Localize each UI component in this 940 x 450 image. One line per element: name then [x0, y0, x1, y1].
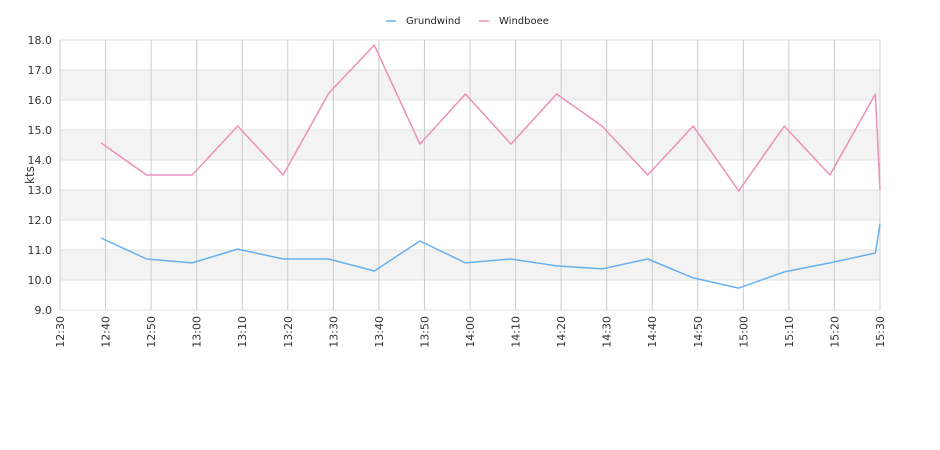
y-tick-label: 11.0 — [28, 244, 53, 257]
y-axis-title: kts — [23, 166, 37, 184]
x-tick-label: 12:40 — [100, 316, 113, 348]
x-tick-label: 14:00 — [464, 316, 477, 348]
x-tick-label: 15:30 — [874, 316, 887, 348]
x-gridlines — [59, 40, 881, 310]
x-tick-label: 14:50 — [692, 316, 705, 348]
y-tick-label: 12.0 — [28, 214, 53, 227]
series-lines — [100, 44, 881, 289]
x-tick-label: 13:40 — [373, 316, 386, 348]
legend-label-grundwind: Grundwind — [406, 16, 461, 27]
y-tick-label: 13.0 — [28, 184, 53, 197]
series-line-windboee — [100, 44, 881, 192]
y-tick-label: 16.0 — [28, 94, 53, 107]
legend-label-windboee: Windboee — [499, 16, 549, 27]
x-tick-label: 12:30 — [54, 316, 67, 348]
x-tick-labels: 12:30 12:40 12:50 13:00 13:10 13:20 13:30 13:40… — [54, 316, 887, 348]
x-tick-label: 15:00 — [737, 316, 750, 348]
y-tick-label: 9.0 — [35, 304, 53, 317]
x-tick-label: 12:50 — [145, 316, 158, 348]
y-tick-label: 18.0 — [28, 34, 53, 47]
x-tick-label: 13:10 — [236, 316, 249, 348]
x-tick-label: 14:30 — [601, 316, 614, 348]
x-tick-label: 13:50 — [418, 316, 431, 348]
x-tick-label: 14:20 — [555, 316, 568, 348]
x-tick-label: 15:10 — [783, 316, 796, 348]
y-tick-label: 17.0 — [28, 64, 53, 77]
x-tick-label: 15:20 — [828, 316, 841, 348]
x-tick-label: 13:30 — [327, 316, 340, 348]
y-tick-label: 10.0 — [28, 274, 53, 287]
series-line-grundwind — [100, 223, 881, 289]
x-tick-label: 14:10 — [510, 316, 523, 348]
legend: Grundwind Windboee — [386, 16, 549, 27]
x-tick-label: 13:00 — [191, 316, 204, 348]
y-tick-label: 14.0 — [28, 154, 53, 167]
y-tick-label: 15.0 — [28, 124, 53, 137]
x-tick-label: 14:40 — [646, 316, 659, 348]
x-tick-label: 13:20 — [282, 316, 295, 348]
y-tick-labels: 9.0 10.0 11.0 12.0 13.0 14.0 15.0 16.0 17.0 18.0 — [28, 34, 53, 317]
